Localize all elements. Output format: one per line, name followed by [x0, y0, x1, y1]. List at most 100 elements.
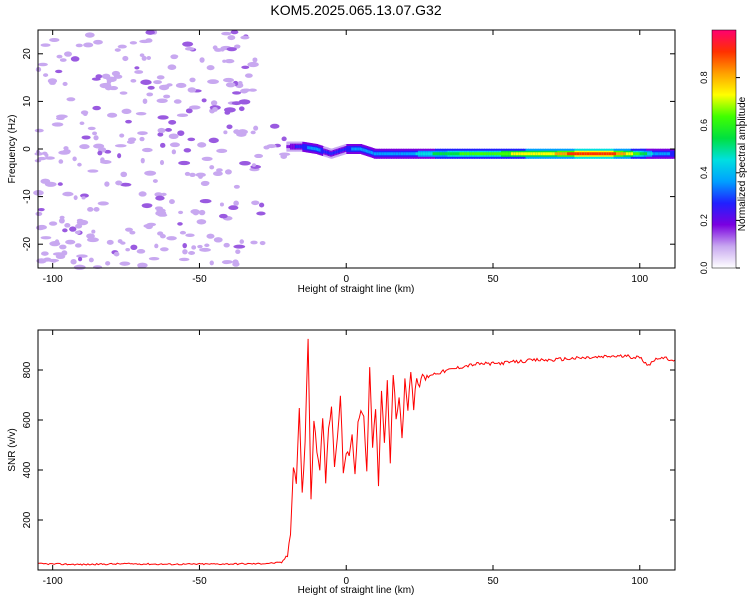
spectrogram-noise-blob [201, 98, 207, 103]
spectrogram-noise-blob [157, 127, 166, 134]
spectrogram-noise-blob [141, 55, 147, 61]
spectrogram-signal-core [312, 146, 315, 150]
spectrogram-noise-blob [49, 37, 60, 43]
spectrogram-noise-blob [92, 131, 98, 136]
spectrogram-noise-blob [280, 154, 288, 159]
spectrogram-signal-core [618, 152, 622, 156]
spectrogram-noise-blob [147, 85, 155, 90]
spectrogram-signal-core [579, 152, 583, 156]
spectrogram-noise-blob [197, 142, 207, 148]
spectrogram-noise-blob [187, 87, 197, 93]
spectrogram-noise-blob [178, 257, 190, 262]
spectrogram-noise-blob [113, 251, 120, 257]
spectrogram-noise-blob [176, 113, 189, 118]
spectrogram-signal-core [398, 152, 402, 156]
spectrogram-signal-core [351, 147, 354, 151]
spectrogram-noise-blob [189, 77, 196, 83]
spectrogram-noise-blob [213, 237, 223, 243]
snr-y-tick-label: 600 [22, 411, 33, 428]
spectrogram-noise-blob [235, 249, 241, 255]
spectrogram-signal-core [474, 152, 478, 156]
spectrogram-signal-core [527, 152, 532, 156]
spectrogram-signal-core [608, 152, 613, 156]
spectrogram-noise-blob [48, 221, 58, 226]
spectrogram-x-tick-label: 50 [487, 274, 499, 285]
spectrogram-noise-blob [169, 142, 180, 148]
spectrogram-noise-blob [117, 44, 127, 49]
spectrogram-signal-core [370, 151, 374, 155]
spectrogram-noise-blob [227, 35, 236, 41]
spectrogram-signal-core [601, 152, 605, 156]
spectrogram-noise-blob [84, 32, 95, 38]
spectrogram-noise-blob [44, 156, 55, 160]
spectrogram-noise-blob [241, 65, 250, 69]
spectrogram-signal-core [559, 152, 564, 156]
spectrogram-signal-core [542, 152, 547, 156]
spectrogram-signal-core [341, 148, 344, 152]
spectrogram-noise-blob [140, 79, 152, 85]
colorbar-tick-label: 0.4 [699, 167, 709, 180]
spectrogram-signal-core [307, 146, 310, 150]
spectrogram-signal-core [616, 152, 620, 156]
spectrogram-noise-blob [185, 233, 195, 238]
spectrogram-noise-blob [248, 88, 257, 92]
spectrogram-noise-blob [141, 147, 153, 153]
spectrogram-signal-core [611, 152, 615, 156]
spectrogram-signal-core [378, 152, 383, 156]
spectrogram-noise-blob [209, 165, 215, 170]
snr-x-ticks: -100 -50 0 50 100 [43, 330, 649, 587]
spectrogram-signal-core [417, 152, 422, 156]
spectrogram-signal-layer [286, 141, 675, 159]
spectrogram-signal-core [628, 152, 632, 156]
spectrogram-noise-blob [137, 262, 148, 268]
snr-x-tick-label: -100 [43, 576, 63, 587]
spectrogram-noise-blob [34, 152, 44, 156]
spectrogram-noise-blob [62, 228, 68, 233]
spectrogram-noise-blob [105, 261, 111, 266]
spectrogram-signal-core [488, 152, 493, 156]
spectrogram-noise-blob [135, 111, 147, 116]
spectrogram-noise-blob [154, 243, 159, 249]
spectrogram-signal-core [367, 149, 370, 153]
spectrogram-signal-core [586, 152, 591, 156]
colorbar-tick-label: 0.0 [699, 262, 709, 275]
spectrogram-noise-blob [188, 105, 201, 110]
spectrogram-noise-blob [93, 143, 105, 149]
spectrogram-noise-blob [254, 153, 264, 159]
spectrogram-noise-blob [66, 97, 76, 102]
snr-y-ticks: 200 400 600 800 [22, 361, 675, 528]
spectrogram-noise-blob [166, 83, 173, 87]
spectrogram-signal-core [350, 147, 353, 151]
spectrogram-noise-blob [251, 200, 260, 206]
spectrogram-noise-blob [122, 55, 129, 62]
spectrogram-noise-blob [192, 209, 200, 216]
colorbar-gradient [711, 29, 737, 269]
snr-frame [37, 329, 676, 571]
spectrogram-noise-blob [62, 191, 74, 197]
spectrogram-noise-blob [156, 208, 166, 213]
spectrogram-noise-blob [64, 51, 73, 57]
spectrogram-noise-blob [87, 169, 99, 173]
spectrogram-signal-core [364, 149, 367, 153]
spectrogram-signal-core [486, 152, 490, 156]
spectrogram-signal-core [420, 152, 424, 156]
spectrogram-signal-core [630, 152, 635, 156]
spectrogram-noise-blob [239, 160, 251, 166]
spectrogram-noise-blob [238, 106, 245, 112]
spectrogram-noise-blob [224, 59, 235, 64]
spectrogram-noise-blob [223, 130, 228, 135]
spectrogram-signal-core [471, 152, 476, 156]
spectrogram-noise-blob [83, 42, 94, 48]
spectrogram-signal-core [654, 152, 658, 156]
spectrogram-noise-blob [244, 73, 253, 78]
colorbar-ticks: 0.0 0.2 0.4 0.6 0.8 [699, 71, 740, 274]
spectrogram-noise-blob [129, 41, 138, 45]
spectrogram-noise-blob [93, 135, 99, 141]
spectrogram-noise-blob [70, 258, 77, 265]
spectrogram-noise-blob [41, 251, 49, 256]
spectrogram-signal-core [515, 152, 520, 156]
spectrogram-noise-blob [72, 156, 77, 162]
spectrogram-signal-core [623, 152, 627, 156]
spectrogram-noise-blob [212, 106, 218, 112]
spectrogram-signal-core [372, 151, 375, 155]
